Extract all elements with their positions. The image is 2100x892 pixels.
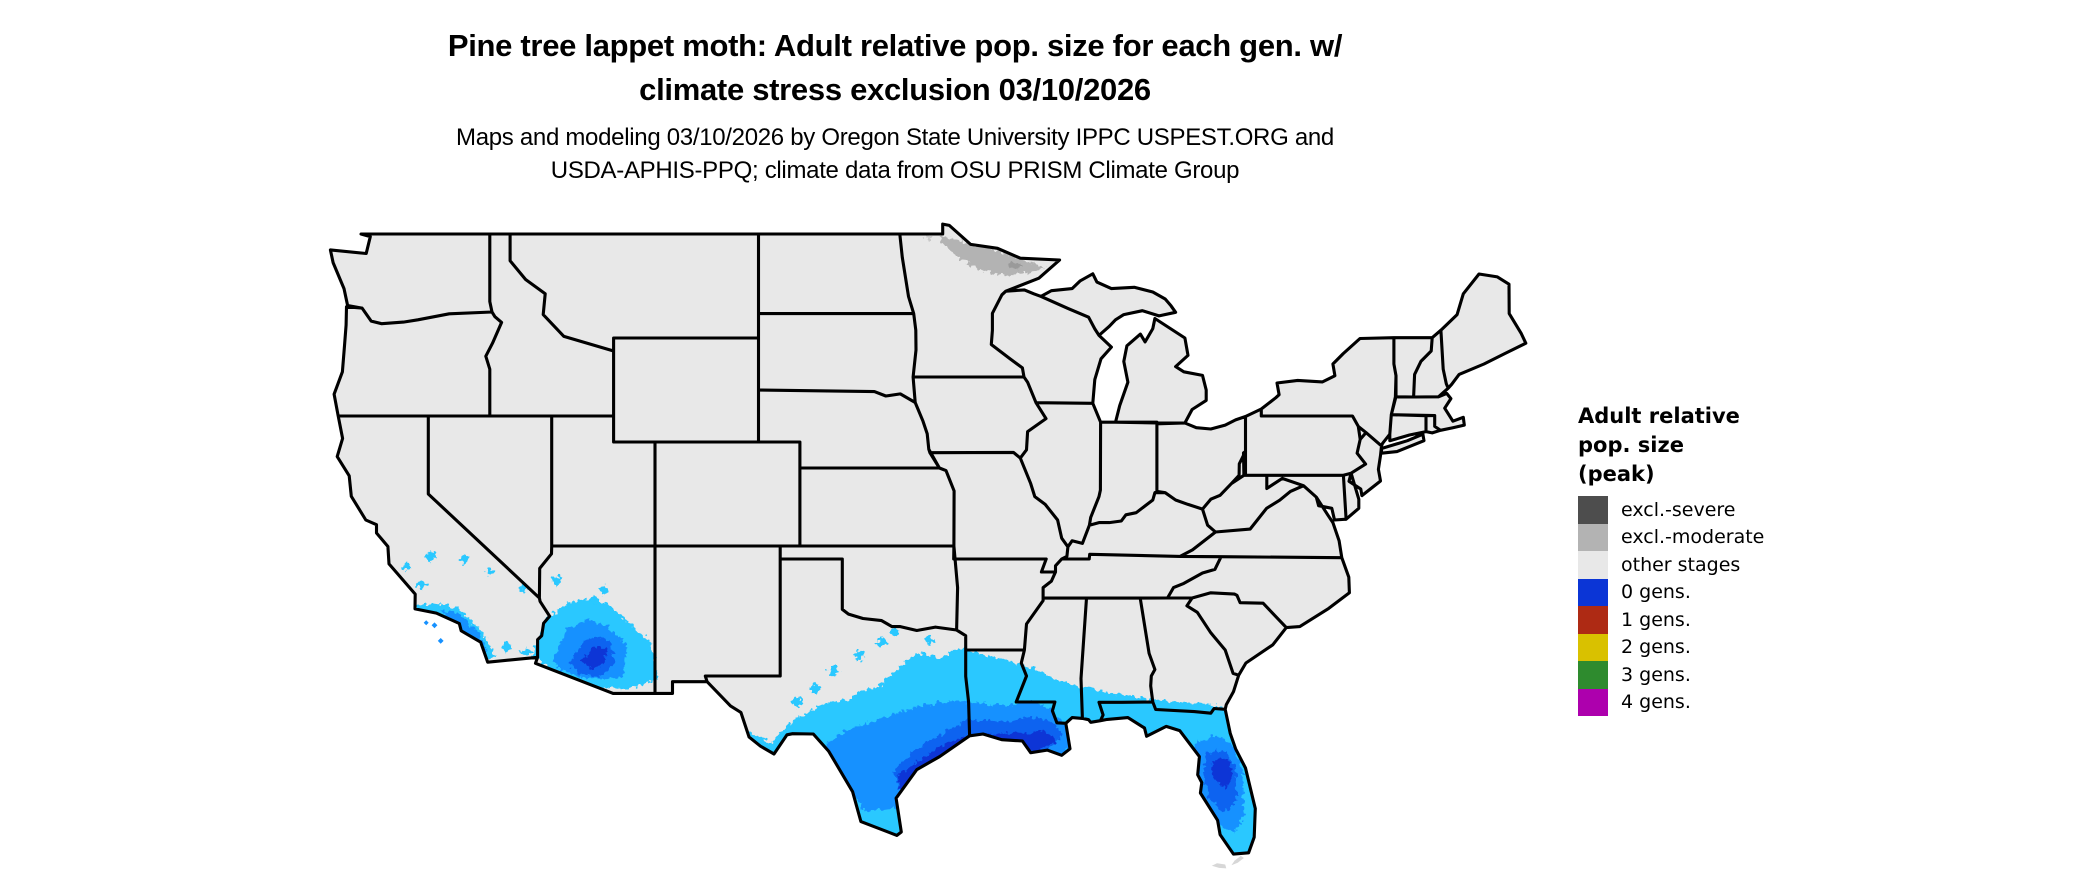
legend-item: excl.-moderate [1578, 523, 1908, 551]
legend-swatch [1578, 578, 1608, 606]
legend-label: 4 gens. [1621, 691, 1691, 714]
states-fill [330, 224, 1526, 855]
offshore-islands [423, 620, 1244, 869]
subtitle: Maps and modeling 03/10/2026 by Oregon S… [0, 121, 1790, 187]
legend-label: excl.-moderate [1621, 526, 1765, 549]
legend-item: 3 gens. [1578, 661, 1908, 689]
legend-item: 4 gens. [1578, 688, 1908, 716]
legend-swatch [1578, 688, 1608, 716]
subtitle-line-1: Maps and modeling 03/10/2026 by Oregon S… [456, 124, 1334, 151]
legend-item: excl.-severe [1578, 496, 1908, 524]
subtitle-line-2: USDA-APHIS-PPQ; climate data from OSU PR… [550, 157, 1240, 184]
legend-item: other stages [1578, 551, 1908, 579]
title-line-1: Pine tree lappet moth: Adult relative po… [447, 28, 1343, 63]
legend-label: other stages [1621, 553, 1741, 576]
legend-item: 0 gens. [1578, 578, 1908, 606]
legend-item: 2 gens. [1578, 633, 1908, 661]
legend-title: Adult relative pop. size (peak) [1578, 404, 1740, 486]
legend-label: excl.-severe [1621, 498, 1736, 521]
legend-label: 3 gens. [1621, 663, 1691, 686]
map-legend: Adult relative pop. size (peak) excl.-se… [1578, 402, 1908, 716]
state-borders [328, 222, 1528, 856]
page-title: Pine tree lappet moth: Adult relative po… [0, 24, 1790, 112]
legend-items: excl.-severe excl.-moderate other stages 0 … [1578, 496, 1908, 716]
legend-swatch [1578, 551, 1608, 579]
legend-label: 0 gens. [1621, 581, 1691, 604]
legend-swatch [1578, 661, 1608, 689]
legend-label: 1 gens. [1621, 608, 1691, 631]
legend-label: 2 gens. [1621, 636, 1691, 659]
title-line-2: climate stress exclusion 03/10/2026 [639, 72, 1151, 107]
legend-item: 1 gens. [1578, 606, 1908, 634]
legend-swatch [1578, 633, 1608, 661]
legend-swatch [1578, 496, 1608, 524]
legend-swatch [1578, 606, 1608, 634]
legend-swatch [1578, 523, 1608, 551]
